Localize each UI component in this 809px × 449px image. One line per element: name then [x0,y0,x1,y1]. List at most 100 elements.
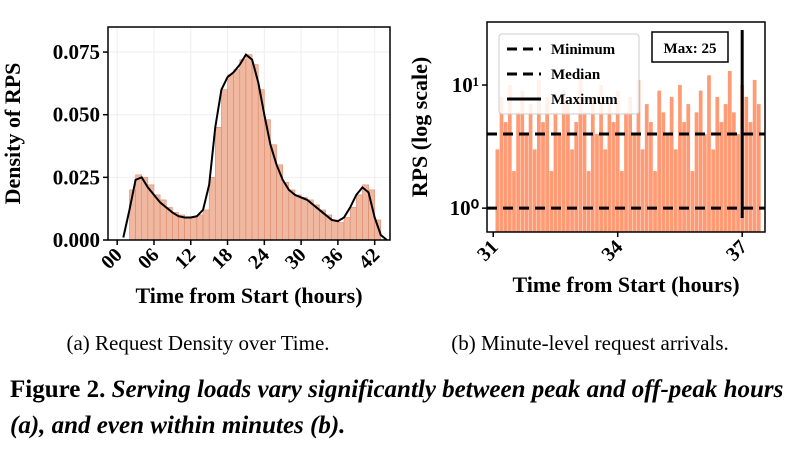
bar [524,134,529,232]
bar [536,79,541,232]
bar [636,79,641,232]
figure-caption: Figure 2. Serving loads vary significant… [10,372,802,444]
bar [632,134,637,232]
bar [690,171,695,232]
histogram-bar [135,174,142,241]
y-tick-label: 0.025 [53,165,100,189]
histogram-bar [239,59,247,241]
bar [595,134,599,232]
histogram-bar [208,177,216,241]
bar [653,171,657,232]
histogram-bar [251,64,259,241]
x-tick-label: 42 [355,244,385,274]
annotation: Max: 25 [664,41,717,57]
y-axis-label: RPS (log scale) [407,57,432,198]
bar [590,96,595,232]
bar [752,79,757,232]
bar [561,90,566,232]
bar [678,85,682,233]
legend-label: Median [551,67,601,83]
histogram-bar [233,69,241,241]
bar [586,171,591,232]
bar [694,112,699,232]
histogram-bar [202,209,210,241]
bar [603,149,608,232]
x-tick-label: 37 [722,236,752,266]
bar [736,134,740,232]
x-tick-label: 24 [244,244,274,274]
subcaption: (a) Request Density over Time. [66,331,329,355]
bar [723,104,728,232]
histogram-bar [221,89,228,241]
bar [557,134,562,232]
bar [707,75,711,233]
histogram-bar [356,194,363,241]
bar [682,122,686,232]
bar [711,149,716,232]
x-tick-label: 12 [171,244,201,274]
bar [619,171,624,232]
x-axis-label: Time from Start (hours) [512,272,739,297]
x-tick-label: 18 [207,244,237,274]
histogram-bar [178,214,185,241]
bar [719,122,724,232]
histogram-bar [196,214,204,241]
x-tick-label: 34 [598,236,628,266]
bar [545,96,550,232]
bar [507,85,512,233]
histogram-bar [362,184,369,241]
histogram-bar [288,189,296,241]
histogram-bar [349,207,357,241]
bar [566,104,570,232]
bar [669,96,674,232]
bar [549,171,554,232]
x-tick-label: 31 [473,236,503,266]
x-axis-label: Time from Start (hours) [135,283,362,308]
histogram-bar [190,217,198,241]
bar [732,112,736,232]
x-tick-label: 06 [134,244,164,274]
histogram-bar [294,194,302,241]
figure-number: Figure 2. [10,376,106,403]
bar [574,122,579,232]
figure-text: Serving loads vary significantly between… [10,376,784,439]
histogram-bar [306,199,314,241]
bar [553,112,558,232]
bar [628,96,633,232]
y-tick-label: 0.000 [53,228,100,252]
bar [744,96,749,232]
bar [528,104,533,232]
bar [503,122,508,232]
histogram-bar [282,182,290,241]
histogram-bar [300,197,308,241]
histogram-bar [245,54,253,241]
bar [640,149,645,232]
bar [756,104,761,232]
bar [512,171,516,232]
x-tick-label: 30 [281,244,311,274]
y-tick-label: 10¹ [452,73,479,97]
plot-frame [107,26,391,241]
bar [495,149,500,232]
histogram-bar [337,222,345,241]
histogram-bar [331,219,339,241]
bar [532,149,537,232]
bar [611,122,616,232]
bar [541,122,545,232]
histogram-bar [184,217,192,241]
y-tick-label: 0.075 [53,40,100,64]
bar [570,149,574,232]
legend-label: Maximum [551,92,618,108]
bar [607,104,612,232]
bar [661,112,666,232]
bar [582,112,587,232]
y-axis-label: Density of RPS [0,63,25,205]
bar [698,90,703,232]
bar [657,90,662,232]
bar [520,90,525,232]
bar [516,112,520,232]
bar [615,90,620,232]
legend-box [498,33,640,115]
histogram-bar [343,217,351,241]
